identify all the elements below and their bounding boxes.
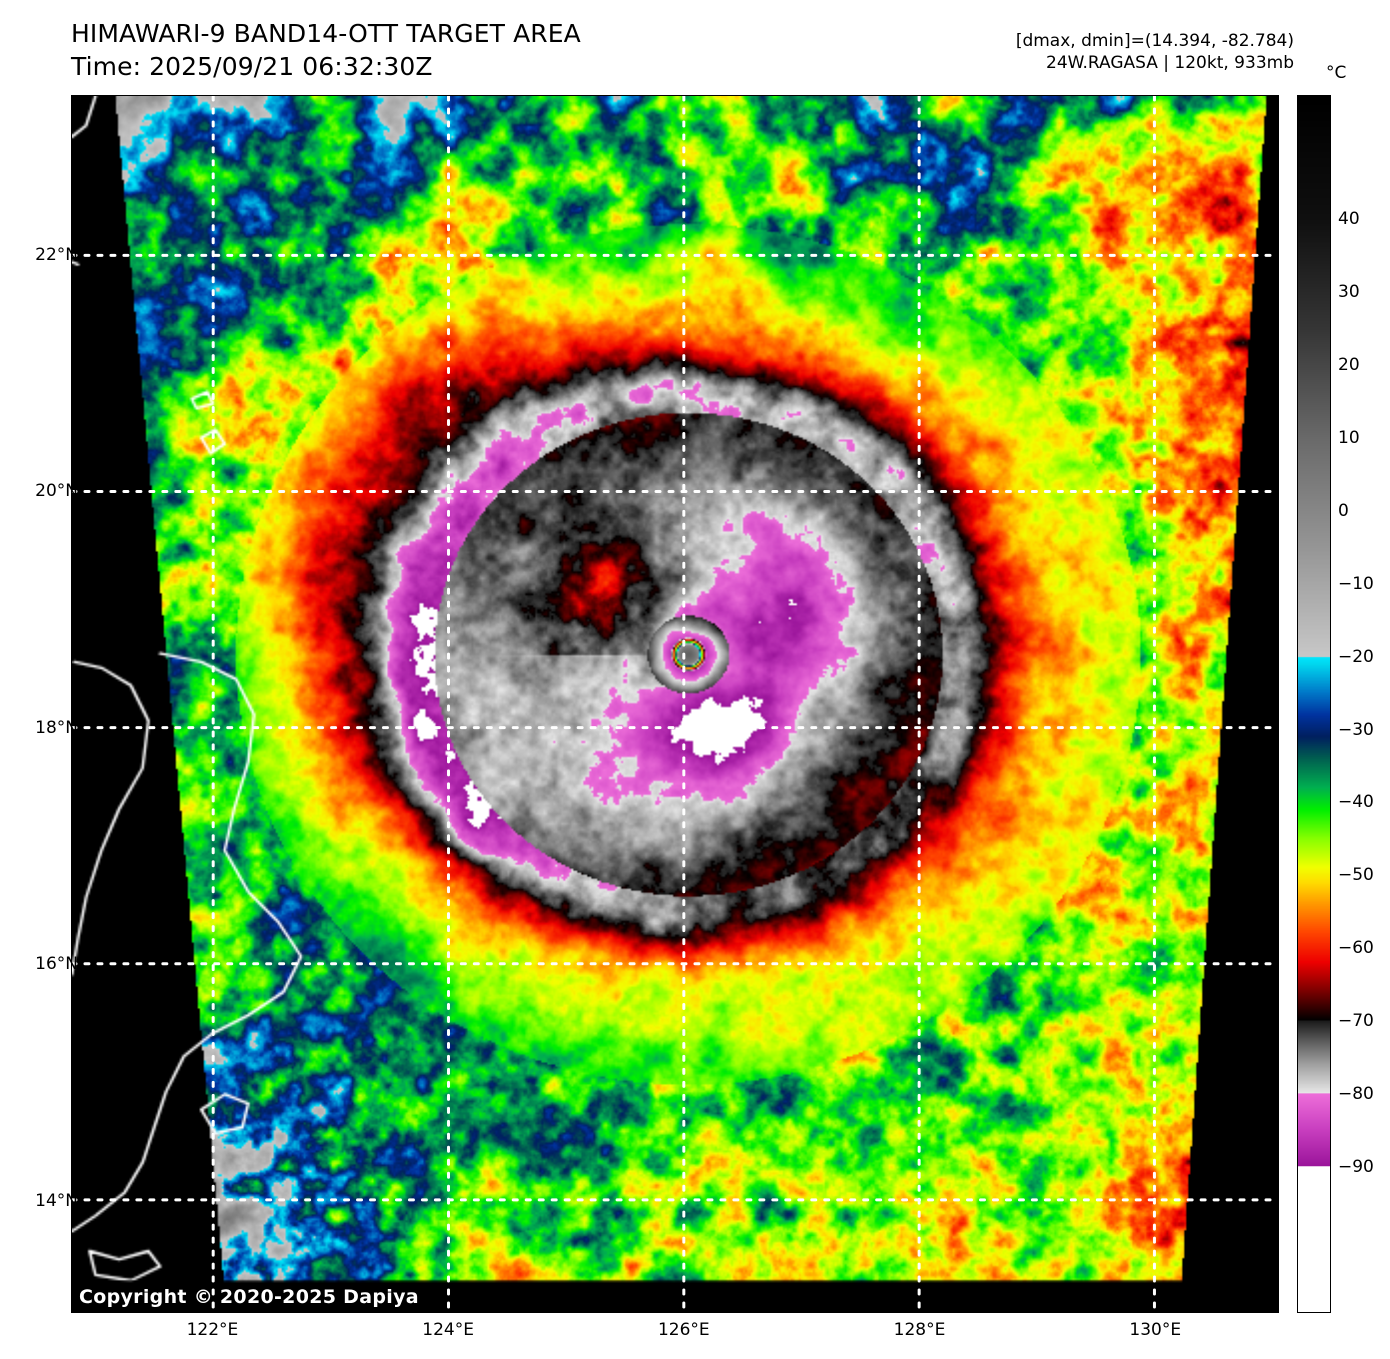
timestamp-label: Time: 2025/09/21 06:32:30Z xyxy=(71,51,433,81)
colorbar-tick-11: −70 xyxy=(1338,1011,1374,1032)
data-range-label: [dmax, dmin]=(14.394, -82.784) xyxy=(1015,31,1294,51)
colorbar-tick-3: 10 xyxy=(1338,427,1360,448)
colorbar-tick-4: 0 xyxy=(1338,500,1349,521)
colorbar-tick-2: 20 xyxy=(1338,354,1360,375)
lon-tick-0: 122°E xyxy=(186,1320,239,1340)
copyright-label: Copyright © 2020-2025 Dapiya xyxy=(79,1286,419,1308)
lat-tick-1: 20°N xyxy=(35,481,78,502)
storm-info-label: 24W.RAGASA | 120kt, 933mb xyxy=(1046,53,1294,74)
temperature-colorbar[interactable] xyxy=(1297,95,1331,1313)
satellite-plot-area[interactable]: Copyright © 2020-2025 Dapiya xyxy=(71,95,1279,1313)
colorbar-tick-10: −60 xyxy=(1338,938,1374,959)
lon-tick-1: 124°E xyxy=(422,1320,474,1340)
colorbar-unit-label: °C xyxy=(1326,63,1347,83)
lat-tick-0: 22°N xyxy=(35,244,78,265)
colorbar-tick-6: −20 xyxy=(1338,646,1374,667)
page-title: HIMAWARI-9 BAND14-OTT TARGET AREA xyxy=(71,19,581,48)
colorbar-tick-5: −10 xyxy=(1338,573,1374,594)
lat-tick-2: 18°N xyxy=(35,717,78,738)
lon-tick-4: 130°E xyxy=(1129,1320,1182,1340)
lon-tick-3: 128°E xyxy=(893,1320,946,1340)
metadata-block: [dmax, dmin]=(14.394, -82.784) 24W.RAGAS… xyxy=(1016,30,1294,74)
satellite-ir-image xyxy=(72,96,1278,1312)
colorbar-gradient xyxy=(1298,96,1330,1312)
lat-tick-3: 16°N xyxy=(35,954,78,975)
colorbar-tick-8: −40 xyxy=(1338,792,1374,813)
lon-tick-2: 126°E xyxy=(657,1320,710,1340)
title-block: HIMAWARI-9 BAND14-OTT TARGET AREA Time: … xyxy=(71,18,581,83)
colorbar-tick-9: −50 xyxy=(1338,865,1374,886)
colorbar-tick-7: −30 xyxy=(1338,719,1374,740)
colorbar-tick-1: 30 xyxy=(1338,281,1360,302)
colorbar-tick-13: −90 xyxy=(1338,1157,1374,1178)
colorbar-tick-12: −80 xyxy=(1338,1084,1374,1105)
colorbar-tick-0: 40 xyxy=(1338,208,1360,229)
lat-tick-4: 14°N xyxy=(35,1190,78,1211)
